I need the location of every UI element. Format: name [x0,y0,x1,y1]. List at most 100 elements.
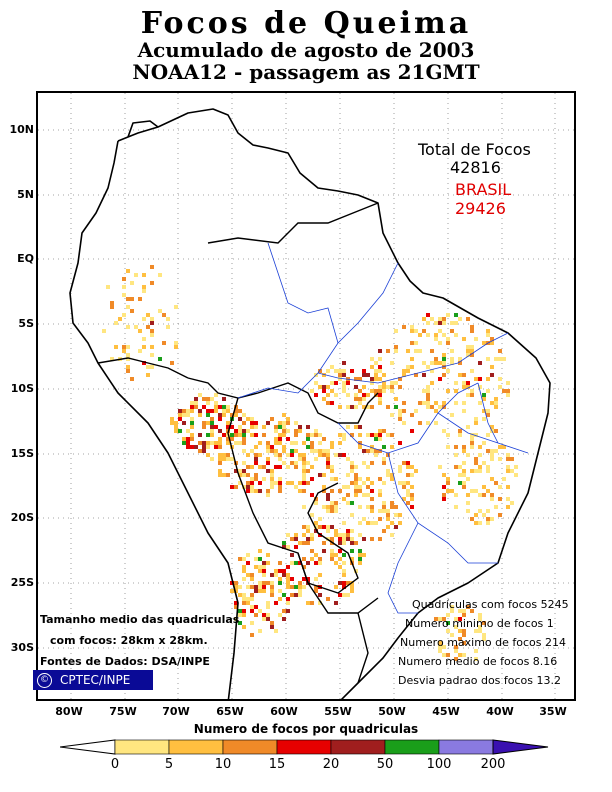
fire-cell [246,489,250,493]
fire-cell [338,593,342,597]
fire-cell [486,333,490,337]
fire-cell [474,337,478,341]
fire-cell [246,597,250,601]
fire-cell [462,653,466,657]
fire-cell [286,573,290,577]
fire-cell [274,573,278,577]
fire-cell [466,381,470,385]
fire-cell [298,489,302,493]
fire-cell [302,441,306,445]
fire-cell [406,501,410,505]
fire-cell [466,317,470,321]
fire-cell [334,533,338,537]
fire-cell [334,369,338,373]
fire-cell [486,409,490,413]
fire-cell [390,521,394,525]
fire-cell [438,329,442,333]
fire-cell [410,505,414,509]
fire-cell [318,433,322,437]
fire-cell [334,505,338,509]
fire-cell [354,481,358,485]
fire-cell [202,421,206,425]
fire-cell [438,405,442,409]
fire-cell [438,649,442,653]
fire-cell [462,449,466,453]
fire-cell [434,321,438,325]
fire-cell [234,433,238,437]
fire-cell [466,345,470,349]
fire-cell [446,389,450,393]
fire-cell [242,557,246,561]
legend-threshold-label: 10 [214,757,232,772]
fire-cell [330,509,334,513]
fire-cell [458,481,462,485]
fire-cell [270,417,274,421]
fire-cell [254,489,258,493]
fire-cell [122,277,126,281]
fire-cell [330,389,334,393]
fire-cell [242,569,246,573]
fire-cell [358,441,362,445]
fire-cell [354,377,358,381]
fire-cell [334,561,338,565]
fire-cell [266,457,270,461]
fire-cell [174,429,178,433]
fire-cell [270,481,274,485]
fire-cell [390,433,394,437]
fire-cell [446,433,450,437]
fire-cell [382,481,386,485]
fire-cell [382,389,386,393]
fire-cell [190,417,194,421]
fire-cell [382,529,386,533]
fire-cell [330,365,334,369]
fire-cell [474,469,478,473]
fire-cell [146,313,150,317]
fire-cell [470,325,474,329]
fire-cell [282,433,286,437]
fire-cell [398,409,402,413]
fire-cell [334,529,338,533]
fire-cell [150,353,154,357]
fire-cell [358,533,362,537]
fire-cell [322,525,326,529]
fire-cell [230,589,234,593]
fire-cell [510,469,514,473]
fire-cell [270,581,274,585]
fire-cell [322,489,326,493]
fire-cell [350,369,354,373]
cell-size-note-line1: Tamanho medio das quadriculas [40,613,240,626]
cptec-logo-badge: © CPTEC/INPE [33,670,153,690]
fire-cell [462,381,466,385]
fire-cell [414,329,418,333]
fire-cell [218,445,222,449]
fire-cell [282,413,286,417]
fire-cell [346,405,350,409]
fire-cell [454,321,458,325]
fire-cell [326,449,330,453]
fire-cell [338,441,342,445]
fire-cell [266,581,270,585]
fire-cell [298,481,302,485]
fire-cell [414,469,418,473]
fire-cell [338,533,342,537]
fire-cell [278,569,282,573]
fire-cell [458,357,462,361]
fire-cell [230,437,234,441]
fire-cell [350,433,354,437]
fire-cell [362,405,366,409]
fire-cell [314,457,318,461]
fire-cell [498,457,502,461]
fire-cell [286,421,290,425]
fire-cell [406,493,410,497]
fire-cell [310,445,314,449]
fire-cell [334,477,338,481]
fire-cell [250,633,254,637]
fire-cell [218,457,222,461]
fire-cell [242,593,246,597]
fire-cell [302,489,306,493]
fire-cell [270,589,274,593]
fire-cell [398,465,402,469]
fire-cell [270,477,274,481]
fire-cell [334,393,338,397]
fire-cell [386,349,390,353]
